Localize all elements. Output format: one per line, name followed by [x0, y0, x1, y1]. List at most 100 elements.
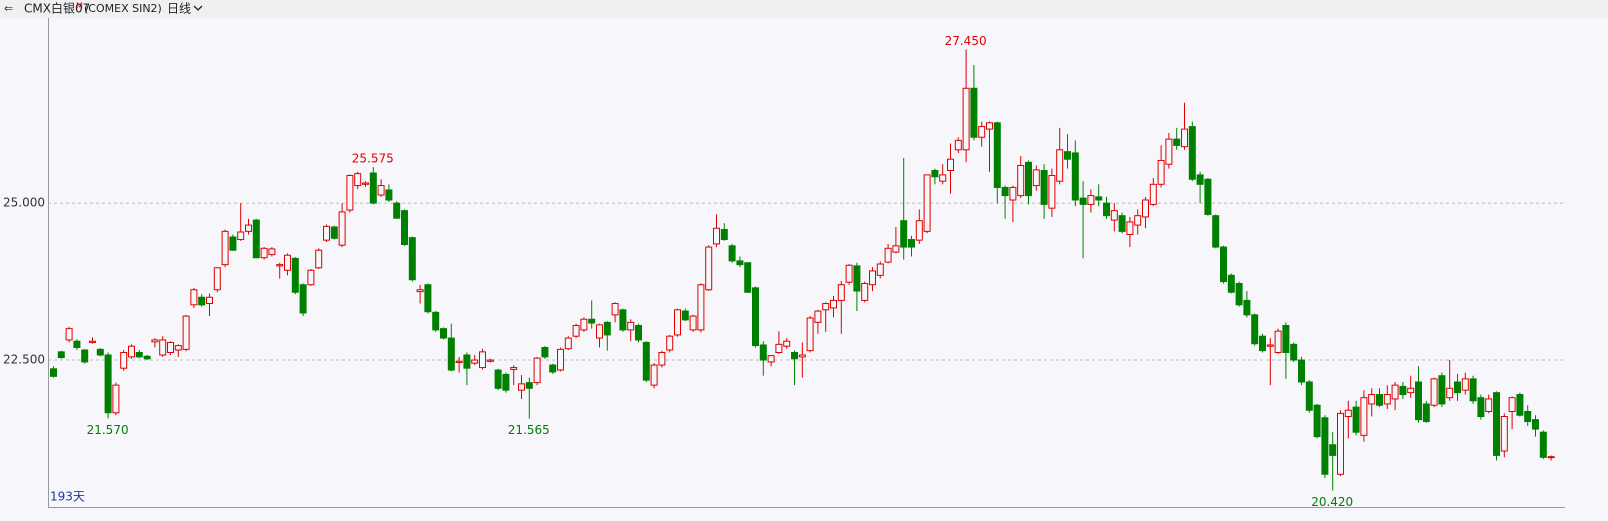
back-icon[interactable]: ⇐	[4, 2, 13, 15]
candle-body	[954, 139, 962, 151]
candle-body	[1181, 128, 1188, 148]
candle-body	[385, 189, 393, 201]
candle-body	[596, 324, 603, 339]
candle-body	[330, 226, 338, 239]
candle-body	[1259, 335, 1266, 352]
candle-body	[1329, 444, 1337, 456]
candle-body	[167, 341, 174, 353]
candle-body	[853, 265, 861, 292]
candle-body	[1048, 175, 1056, 209]
candle-body	[1422, 403, 1430, 423]
candle-body	[697, 284, 705, 331]
candle-body	[744, 262, 752, 293]
candle-body	[291, 257, 299, 293]
candle-body	[432, 311, 440, 331]
candle-body	[81, 349, 89, 363]
candle-body	[1516, 394, 1524, 416]
candle-body	[307, 269, 315, 286]
candle-body	[362, 182, 369, 185]
candle-body	[1095, 196, 1103, 201]
candle-body	[915, 220, 923, 241]
period-chevron[interactable]	[193, 5, 203, 11]
candle-body	[1493, 392, 1500, 456]
candle-body	[424, 284, 432, 313]
candle-body	[159, 339, 167, 356]
candle-body	[1126, 221, 1134, 236]
candle-body	[1313, 404, 1321, 438]
candle-body	[190, 289, 198, 306]
candle-body	[1118, 215, 1126, 232]
candle-body	[1508, 397, 1516, 412]
candle-body	[299, 284, 307, 314]
candle-body	[970, 87, 978, 138]
candle-body	[1547, 456, 1555, 459]
candle-body	[346, 175, 354, 211]
candle-body	[611, 303, 619, 316]
candle-body	[713, 227, 720, 245]
candle-body	[221, 230, 229, 266]
candle-body	[1017, 164, 1025, 197]
candle-body	[206, 296, 213, 305]
candle-body	[1157, 159, 1165, 185]
candle-body	[837, 284, 845, 301]
extreme-label: 27.450	[945, 34, 987, 48]
candle-body	[767, 355, 775, 363]
candle-body	[338, 211, 346, 246]
candle-body	[728, 245, 736, 262]
candle-body	[572, 325, 580, 337]
candle-body	[1025, 161, 1032, 197]
candle-body	[900, 220, 908, 248]
candle-body	[884, 247, 892, 263]
candle-body	[174, 345, 182, 351]
day-count: 193天	[50, 490, 85, 504]
candle-body	[182, 315, 190, 350]
candle-body	[775, 343, 783, 353]
candle-body	[908, 239, 915, 248]
candle-body	[1173, 138, 1181, 146]
candle-body	[962, 87, 970, 151]
candle-body	[1500, 416, 1508, 452]
period-selector[interactable]: 日线	[167, 2, 191, 16]
candle-body	[1415, 381, 1422, 421]
candle-body	[315, 249, 323, 269]
candle-body	[1001, 186, 1009, 197]
candle-body	[268, 248, 276, 256]
candle-body	[65, 328, 73, 341]
candle-body	[143, 355, 151, 360]
candle-body	[759, 344, 767, 361]
candle-body	[564, 337, 572, 350]
candle-body	[1149, 183, 1157, 205]
candle-body	[822, 303, 830, 311]
candle-body	[408, 237, 416, 281]
candle-body	[1344, 409, 1352, 418]
candle-body	[1461, 378, 1469, 391]
candle-body	[1235, 282, 1243, 306]
candle-body	[1321, 417, 1329, 475]
candle-body	[494, 369, 502, 389]
header-bar	[0, 0, 1608, 18]
candle-body	[486, 359, 494, 362]
candle-body	[627, 321, 635, 331]
candle-body	[1251, 314, 1259, 345]
candle-body	[549, 364, 557, 373]
candle-body	[1360, 397, 1368, 436]
candle-body	[993, 122, 1001, 188]
candle-body	[1337, 412, 1344, 475]
y-tick-label: 25.000	[3, 196, 45, 210]
candle-body	[393, 202, 401, 219]
extreme-label: 21.565	[508, 423, 550, 437]
candle-body	[978, 126, 986, 138]
candle-body	[1056, 149, 1064, 182]
candle-body	[892, 245, 900, 253]
candle-body	[986, 122, 993, 130]
extreme-label: 25.575	[352, 152, 394, 166]
candle-body	[1087, 195, 1095, 205]
candle-body	[876, 263, 884, 276]
candle-body	[525, 382, 533, 389]
candle-body	[814, 310, 822, 323]
candle-body	[1196, 174, 1204, 185]
candle-body	[510, 367, 518, 370]
candle-body	[635, 325, 642, 341]
candle-body	[603, 321, 611, 336]
candle-body	[1446, 387, 1454, 399]
